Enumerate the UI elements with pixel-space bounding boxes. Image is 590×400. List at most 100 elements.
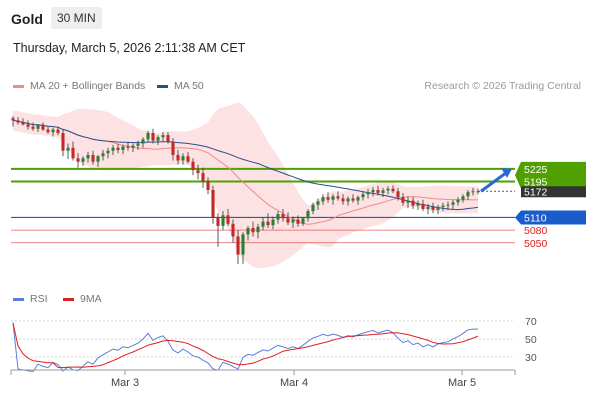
legend-rsi-swatch	[13, 297, 24, 301]
candle-body	[86, 154, 90, 159]
candle-body	[346, 198, 350, 202]
candle	[366, 188, 370, 199]
candle-body	[116, 147, 120, 150]
candle	[196, 164, 200, 180]
candle	[441, 202, 445, 212]
candle-body	[246, 228, 250, 235]
candle	[306, 209, 310, 222]
candle	[191, 158, 195, 176]
candle	[126, 142, 130, 151]
candle-body	[436, 206, 440, 210]
candle	[406, 196, 410, 209]
legend-ma50: MA 50	[157, 80, 204, 92]
candle-body	[456, 199, 460, 203]
candle-body	[41, 125, 45, 130]
x-tick-label: Mar 3	[111, 377, 139, 389]
rsi-tick-30: 30	[525, 352, 537, 364]
credit-label: Research © 2026 Trading Central	[424, 80, 581, 92]
forecast-arrow-head	[501, 167, 512, 178]
candle-body	[141, 139, 145, 144]
level-tag-5050: 5050	[524, 238, 548, 250]
candle-body	[36, 125, 40, 129]
candle-body	[201, 173, 205, 182]
candle-body	[211, 190, 215, 218]
datetime-label: Thursday, March 5, 2026 2:11:38 AM CET	[13, 41, 246, 55]
candle-body	[391, 188, 395, 192]
candle-body	[231, 223, 235, 237]
candle-body	[461, 196, 465, 200]
candle-body	[341, 198, 345, 202]
candle	[81, 156, 85, 166]
level-tag-5080: 5080	[524, 225, 548, 237]
ma50-line	[12, 119, 479, 211]
candle	[331, 194, 335, 205]
candle-body	[186, 156, 190, 162]
candle-body	[66, 147, 70, 151]
candle	[136, 140, 140, 150]
candle	[26, 120, 30, 130]
candle	[476, 188, 480, 195]
candle-body	[221, 215, 225, 226]
candle-body	[91, 154, 95, 162]
candle	[471, 187, 475, 196]
level-tag-5225: 5225	[524, 164, 548, 176]
candle-body	[396, 191, 400, 198]
candle-body	[336, 196, 340, 199]
candle-body	[421, 203, 425, 209]
candle	[371, 187, 375, 197]
candle-body	[416, 203, 420, 206]
candle	[311, 202, 315, 215]
candle	[146, 130, 150, 143]
candle-body	[351, 198, 355, 201]
candle-body	[16, 120, 20, 123]
candle-body	[411, 200, 415, 206]
candle	[431, 202, 435, 214]
candle	[256, 223, 260, 239]
candle	[451, 199, 455, 209]
candle-body	[291, 219, 295, 223]
candle-body	[316, 201, 320, 205]
candle-body	[156, 137, 160, 141]
candle	[351, 194, 355, 203]
candle-body	[176, 154, 180, 161]
candle	[321, 194, 325, 205]
candle-body	[251, 228, 255, 233]
candle	[116, 143, 120, 154]
candle-body	[236, 236, 240, 255]
candle	[111, 144, 115, 155]
candle-body	[306, 211, 310, 219]
candle	[186, 152, 190, 164]
legend-bollinger-swatch	[13, 84, 24, 88]
candle-body	[371, 190, 375, 193]
candle	[211, 185, 215, 224]
candle-body	[266, 221, 270, 226]
candle-body	[301, 218, 305, 224]
candle	[276, 211, 280, 224]
candle-body	[271, 219, 275, 226]
candle	[61, 129, 65, 157]
candle-body	[181, 156, 185, 161]
candle-body	[241, 234, 245, 255]
x-axis: Mar 3 Mar 4 Mar 5	[10, 369, 516, 389]
candle	[46, 126, 50, 134]
legend-ma50-swatch	[157, 84, 168, 88]
timeframe-button[interactable]: 30 MIN	[51, 7, 102, 29]
candle	[91, 150, 95, 165]
level-tag-5110-box	[515, 210, 586, 225]
candle-body	[366, 192, 370, 195]
candle	[356, 195, 360, 205]
candle	[436, 204, 440, 215]
candle-body	[206, 181, 210, 190]
candle-body	[51, 129, 55, 133]
candle-body	[21, 122, 25, 125]
candle-body	[281, 214, 285, 219]
candle	[341, 194, 345, 205]
candle	[236, 230, 240, 264]
candle-body	[321, 197, 325, 202]
candle	[281, 209, 285, 222]
candle-body	[11, 118, 15, 121]
x-tick-label: Mar 5	[448, 377, 476, 389]
candle	[461, 194, 465, 203]
candle-body	[261, 221, 265, 227]
